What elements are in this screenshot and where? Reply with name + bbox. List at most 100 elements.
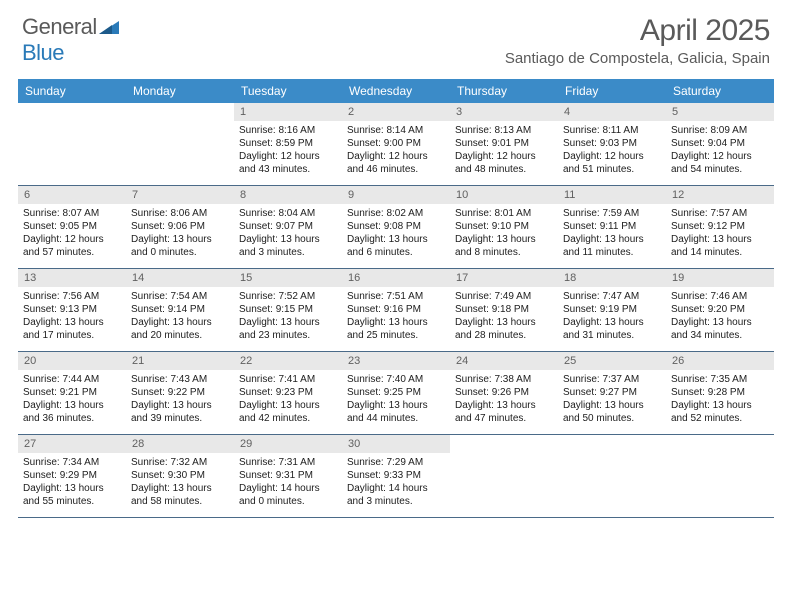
day-content: Sunrise: 7:59 AMSunset: 9:11 PMDaylight:… xyxy=(558,204,666,259)
day-content: Sunrise: 7:51 AMSunset: 9:16 PMDaylight:… xyxy=(342,287,450,342)
daylight-text: Daylight: 13 hours and 47 minutes. xyxy=(455,399,553,425)
sunrise-text: Sunrise: 7:32 AM xyxy=(131,456,229,469)
sunset-text: Sunset: 9:27 PM xyxy=(563,386,661,399)
logo-triangle-icon xyxy=(99,14,119,40)
calendar-cell: 21Sunrise: 7:43 AMSunset: 9:22 PMDayligh… xyxy=(126,352,234,434)
daylight-text: Daylight: 13 hours and 39 minutes. xyxy=(131,399,229,425)
daylight-text: Daylight: 13 hours and 52 minutes. xyxy=(671,399,769,425)
sunrise-text: Sunrise: 7:40 AM xyxy=(347,373,445,386)
daylight-text: Daylight: 12 hours and 46 minutes. xyxy=(347,150,445,176)
day-content: Sunrise: 7:34 AMSunset: 9:29 PMDaylight:… xyxy=(18,453,126,508)
title-location: Santiago de Compostela, Galicia, Spain xyxy=(505,50,770,67)
sunset-text: Sunset: 9:29 PM xyxy=(23,469,121,482)
daylight-text: Daylight: 13 hours and 58 minutes. xyxy=(131,482,229,508)
day-content: Sunrise: 8:16 AMSunset: 8:59 PMDaylight:… xyxy=(234,121,342,176)
sunrise-text: Sunrise: 7:46 AM xyxy=(671,290,769,303)
day-number: 17 xyxy=(450,269,558,287)
weekday-header: Saturday xyxy=(666,79,774,103)
calendar-cell-empty xyxy=(558,435,666,517)
logo-text-gray: General xyxy=(22,14,97,39)
calendar-body: 1Sunrise: 8:16 AMSunset: 8:59 PMDaylight… xyxy=(18,103,774,518)
logo-text-blue: Blue xyxy=(22,40,64,65)
daylight-text: Daylight: 13 hours and 36 minutes. xyxy=(23,399,121,425)
day-number: 8 xyxy=(234,186,342,204)
sunrise-text: Sunrise: 8:13 AM xyxy=(455,124,553,137)
sunset-text: Sunset: 9:21 PM xyxy=(23,386,121,399)
title-month: April 2025 xyxy=(505,14,770,48)
weekday-header: Monday xyxy=(126,79,234,103)
day-content: Sunrise: 8:02 AMSunset: 9:08 PMDaylight:… xyxy=(342,204,450,259)
sunset-text: Sunset: 9:11 PM xyxy=(563,220,661,233)
calendar-cell: 23Sunrise: 7:40 AMSunset: 9:25 PMDayligh… xyxy=(342,352,450,434)
day-number: 28 xyxy=(126,435,234,453)
day-number: 14 xyxy=(126,269,234,287)
sunrise-text: Sunrise: 8:04 AM xyxy=(239,207,337,220)
sunrise-text: Sunrise: 8:02 AM xyxy=(347,207,445,220)
calendar-cell: 9Sunrise: 8:02 AMSunset: 9:08 PMDaylight… xyxy=(342,186,450,268)
day-content: Sunrise: 7:40 AMSunset: 9:25 PMDaylight:… xyxy=(342,370,450,425)
title-block: April 2025 Santiago de Compostela, Galic… xyxy=(505,14,770,67)
day-content: Sunrise: 7:49 AMSunset: 9:18 PMDaylight:… xyxy=(450,287,558,342)
day-content: Sunrise: 7:54 AMSunset: 9:14 PMDaylight:… xyxy=(126,287,234,342)
day-content: Sunrise: 8:09 AMSunset: 9:04 PMDaylight:… xyxy=(666,121,774,176)
calendar-cell-empty xyxy=(666,435,774,517)
calendar-cell: 25Sunrise: 7:37 AMSunset: 9:27 PMDayligh… xyxy=(558,352,666,434)
sunset-text: Sunset: 9:06 PM xyxy=(131,220,229,233)
day-number: 29 xyxy=(234,435,342,453)
sunrise-text: Sunrise: 7:57 AM xyxy=(671,207,769,220)
day-content: Sunrise: 7:46 AMSunset: 9:20 PMDaylight:… xyxy=(666,287,774,342)
day-number: 18 xyxy=(558,269,666,287)
sunset-text: Sunset: 9:05 PM xyxy=(23,220,121,233)
day-content: Sunrise: 8:14 AMSunset: 9:00 PMDaylight:… xyxy=(342,121,450,176)
calendar-cell: 26Sunrise: 7:35 AMSunset: 9:28 PMDayligh… xyxy=(666,352,774,434)
sunrise-text: Sunrise: 7:49 AM xyxy=(455,290,553,303)
day-number: 2 xyxy=(342,103,450,121)
sunrise-text: Sunrise: 7:59 AM xyxy=(563,207,661,220)
sunset-text: Sunset: 9:08 PM xyxy=(347,220,445,233)
sunset-text: Sunset: 9:25 PM xyxy=(347,386,445,399)
daylight-text: Daylight: 13 hours and 6 minutes. xyxy=(347,233,445,259)
calendar-cell: 12 Sunrise: 7:57 AMSunset: 9:12 PMDayligh… xyxy=(666,186,774,268)
sunset-text: Sunset: 9:12 PM xyxy=(671,220,769,233)
daylight-text: Daylight: 13 hours and 20 minutes. xyxy=(131,316,229,342)
sunset-text: Sunset: 9:04 PM xyxy=(671,137,769,150)
sunset-text: Sunset: 9:10 PM xyxy=(455,220,553,233)
calendar-cell-empty xyxy=(450,435,558,517)
calendar-cell-empty xyxy=(18,103,126,185)
day-number: 13 xyxy=(18,269,126,287)
calendar-cell: 3Sunrise: 8:13 AMSunset: 9:01 PMDaylight… xyxy=(450,103,558,185)
sunrise-text: Sunrise: 7:35 AM xyxy=(671,373,769,386)
logo-text: GeneralBlue xyxy=(22,14,119,66)
day-number: 1 xyxy=(234,103,342,121)
sunset-text: Sunset: 9:15 PM xyxy=(239,303,337,316)
sunset-text: Sunset: 9:20 PM xyxy=(671,303,769,316)
day-number: 12 xyxy=(666,186,774,204)
day-content: Sunrise: 8:11 AMSunset: 9:03 PMDaylight:… xyxy=(558,121,666,176)
calendar-cell: 27Sunrise: 7:34 AMSunset: 9:29 PMDayligh… xyxy=(18,435,126,517)
calendar-cell: 15Sunrise: 7:52 AMSunset: 9:15 PMDayligh… xyxy=(234,269,342,351)
sunset-text: Sunset: 9:26 PM xyxy=(455,386,553,399)
page-header: GeneralBlue April 2025 Santiago de Compo… xyxy=(0,0,792,73)
sunrise-text: Sunrise: 7:51 AM xyxy=(347,290,445,303)
calendar-cell: 28Sunrise: 7:32 AMSunset: 9:30 PMDayligh… xyxy=(126,435,234,517)
day-number: 22 xyxy=(234,352,342,370)
day-number: 11 xyxy=(558,186,666,204)
sunrise-text: Sunrise: 8:16 AM xyxy=(239,124,337,137)
daylight-text: Daylight: 13 hours and 14 minutes. xyxy=(671,233,769,259)
sunrise-text: Sunrise: 8:07 AM xyxy=(23,207,121,220)
sunset-text: Sunset: 9:03 PM xyxy=(563,137,661,150)
sunrise-text: Sunrise: 7:31 AM xyxy=(239,456,337,469)
day-number: 25 xyxy=(558,352,666,370)
day-number: 6 xyxy=(18,186,126,204)
sunrise-text: Sunrise: 7:54 AM xyxy=(131,290,229,303)
day-number: 10 xyxy=(450,186,558,204)
day-content: Sunrise: 8:13 AMSunset: 9:01 PMDaylight:… xyxy=(450,121,558,176)
calendar-header-row: SundayMondayTuesdayWednesdayThursdayFrid… xyxy=(18,79,774,103)
calendar-cell-empty xyxy=(126,103,234,185)
day-content: Sunrise: 7:43 AMSunset: 9:22 PMDaylight:… xyxy=(126,370,234,425)
calendar-cell: 6Sunrise: 8:07 AMSunset: 9:05 PMDaylight… xyxy=(18,186,126,268)
daylight-text: Daylight: 13 hours and 3 minutes. xyxy=(239,233,337,259)
calendar-cell: 11Sunrise: 7:59 AMSunset: 9:11 PMDayligh… xyxy=(558,186,666,268)
day-number: 19 xyxy=(666,269,774,287)
day-content: Sunrise: 7:44 AMSunset: 9:21 PMDaylight:… xyxy=(18,370,126,425)
